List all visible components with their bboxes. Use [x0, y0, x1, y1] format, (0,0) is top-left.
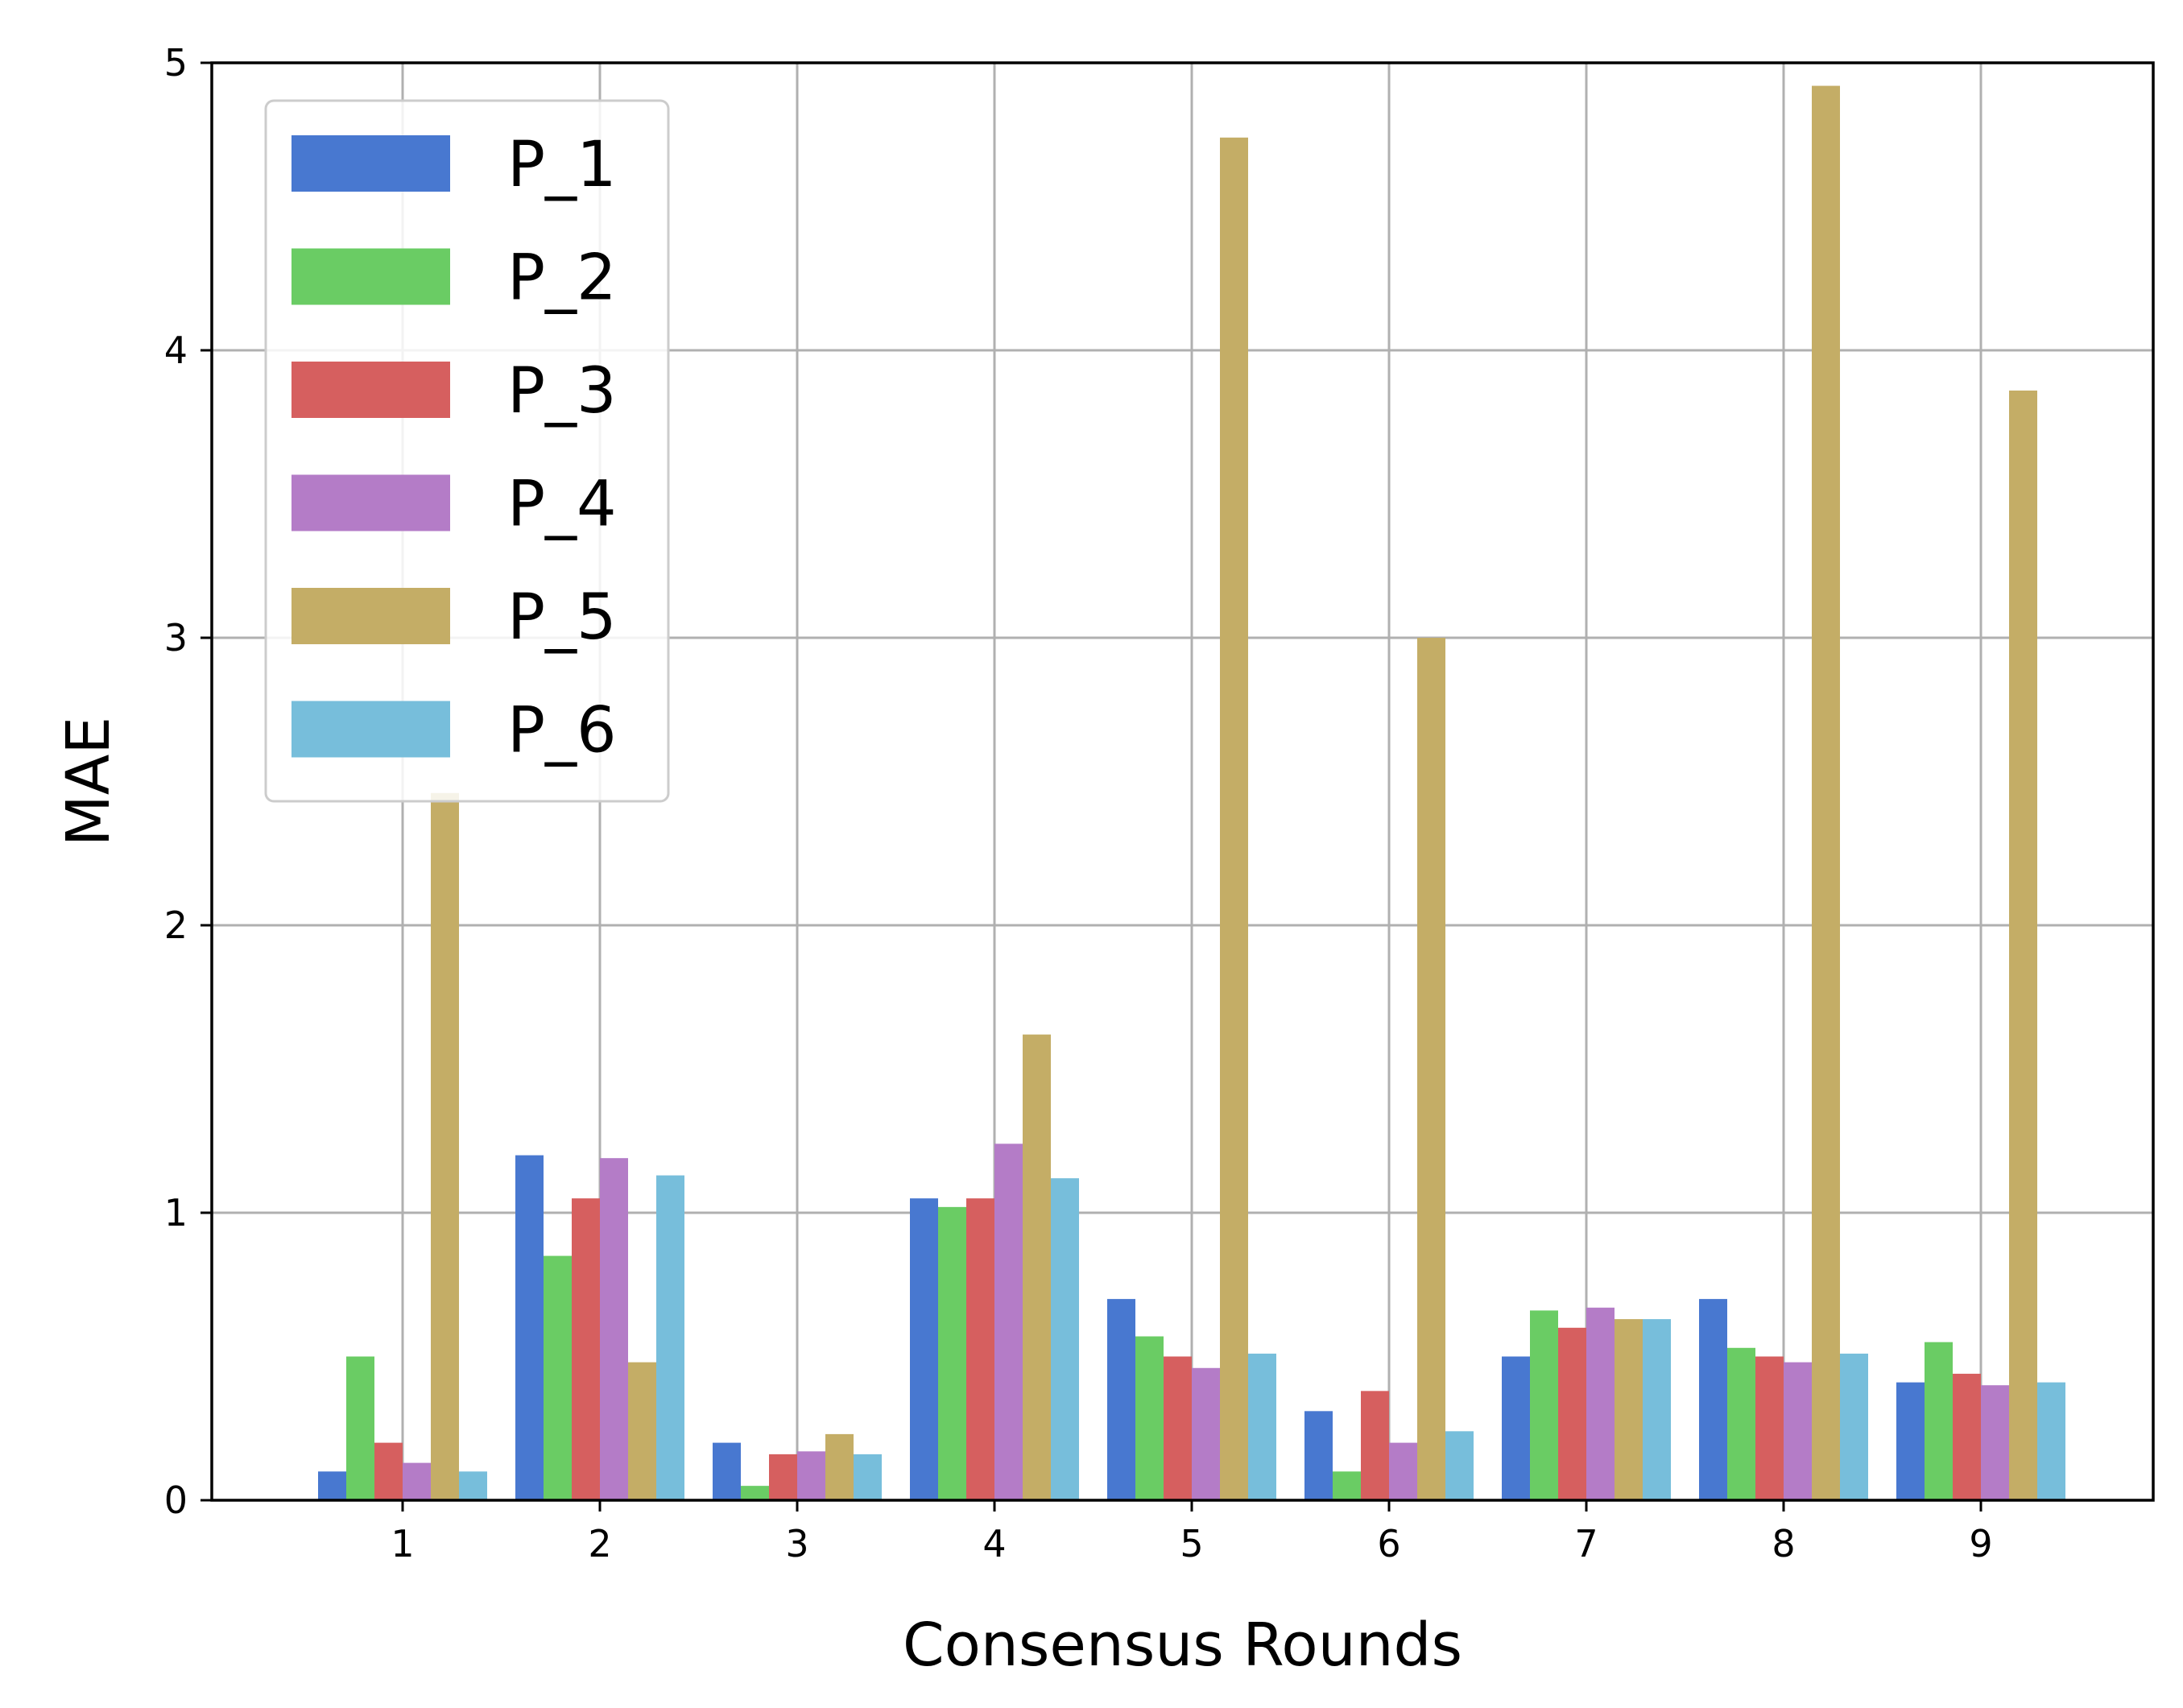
bar-P_3-5: [1164, 1356, 1192, 1500]
bar-P_4-7: [1586, 1307, 1615, 1500]
bars: [318, 85, 2065, 1501]
legend-label-P_6: P_6: [507, 695, 617, 767]
axis-ticks: 1 2 3 4 5 6 7 8 9 0 1 2 3 4 5: [164, 41, 1993, 1565]
legend-swatch-P_4: [291, 474, 450, 531]
bar-P_1-3: [713, 1442, 741, 1500]
bar-P_3-4: [966, 1198, 994, 1500]
bar-P_2-5: [1135, 1336, 1164, 1500]
bar-P_4-3: [797, 1451, 825, 1500]
bar-P_3-9: [1953, 1373, 1981, 1500]
bar-P_1-6: [1304, 1411, 1333, 1500]
bar-P_4-2: [600, 1158, 628, 1500]
bar-P_6-4: [1051, 1178, 1079, 1500]
legend: P_1 P_2 P_3 P_4 P_5 P_6: [264, 99, 670, 803]
bar-P_2-7: [1530, 1310, 1558, 1500]
legend-label-P_1: P_1: [507, 129, 617, 201]
bar-P_5-5: [1220, 137, 1248, 1500]
bar-P_1-8: [1699, 1299, 1727, 1500]
y-tick-label: 1: [164, 1191, 188, 1234]
plot-frame: [210, 61, 2155, 1502]
bar-P_2-6: [1333, 1471, 1361, 1500]
bar-P_3-3: [769, 1454, 797, 1500]
bar-P_3-7: [1558, 1327, 1586, 1500]
legend-swatch-P_5: [291, 588, 450, 644]
bar-P_6-8: [1840, 1353, 1868, 1500]
bar-P_4-6: [1389, 1442, 1417, 1500]
bar-P_2-1: [346, 1356, 374, 1500]
bar-P_1-4: [910, 1198, 938, 1500]
bar-P_6-3: [854, 1454, 882, 1500]
y-tick-label: 4: [164, 329, 188, 372]
bar-P_6-5: [1248, 1353, 1276, 1500]
bar-P_3-8: [1755, 1356, 1784, 1500]
x-tick-label: 1: [391, 1522, 414, 1565]
bar-P_1-9: [1896, 1382, 1925, 1500]
legend-swatch-P_2: [291, 248, 450, 305]
x-tick-label: 8: [1772, 1522, 1795, 1565]
bar-P_5-9: [2009, 390, 2037, 1501]
bar-P_4-9: [1981, 1385, 2009, 1500]
x-tick-label: 3: [785, 1522, 808, 1565]
bar-P_5-7: [1615, 1319, 1643, 1500]
bar-P_3-6: [1361, 1391, 1389, 1500]
legend-label-P_3: P_3: [507, 355, 617, 428]
legend-label-P_5: P_5: [507, 581, 617, 654]
bar-P_2-4: [938, 1206, 966, 1500]
bar-P_4-1: [403, 1462, 431, 1500]
x-tick-label: 5: [1180, 1522, 1203, 1565]
bar-P_1-7: [1502, 1356, 1530, 1500]
bar-P_1-2: [515, 1155, 544, 1500]
bar-P_6-7: [1643, 1319, 1671, 1500]
bar-P_6-2: [656, 1175, 684, 1500]
bar-P_4-4: [994, 1143, 1023, 1500]
x-tick-label: 2: [588, 1522, 611, 1565]
bar-P_4-8: [1784, 1362, 1812, 1500]
bar-P_5-1: [431, 792, 459, 1500]
y-tick-label: 2: [164, 904, 188, 947]
x-tick-label: 4: [982, 1522, 1006, 1565]
bar-P_1-5: [1107, 1299, 1135, 1500]
bar-P_5-8: [1812, 85, 1840, 1500]
bar-P_3-2: [572, 1198, 600, 1500]
y-tick-label: 0: [164, 1478, 188, 1522]
bar-P_5-3: [825, 1433, 854, 1500]
legend-swatch-P_3: [291, 362, 450, 418]
y-axis-label: MAE: [54, 717, 123, 846]
bar-P_1-1: [318, 1471, 346, 1500]
bar-P_2-8: [1727, 1347, 1755, 1500]
legend-label-P_4: P_4: [507, 469, 617, 541]
bar-P_5-6: [1417, 638, 1445, 1500]
x-tick-label: 9: [1969, 1522, 1992, 1565]
legend-swatch-P_6: [291, 701, 450, 758]
bar-P_6-1: [459, 1471, 487, 1500]
x-axis-label: Consensus Rounds: [903, 1611, 1462, 1680]
bar-P_6-6: [1445, 1431, 1474, 1500]
x-tick-label: 6: [1377, 1522, 1400, 1565]
bar-P_2-3: [741, 1486, 769, 1500]
y-tick-label: 3: [164, 616, 188, 660]
x-tick-label: 7: [1574, 1522, 1598, 1565]
bar-P_2-9: [1925, 1342, 1953, 1500]
legend-swatch-P_1: [291, 135, 450, 192]
bar-P_3-1: [374, 1442, 403, 1500]
bar-P_5-4: [1023, 1034, 1051, 1500]
y-tick-label: 5: [164, 41, 188, 85]
bar-P_2-2: [544, 1255, 572, 1500]
legend-label-P_2: P_2: [507, 242, 617, 315]
bar-P_4-5: [1192, 1367, 1220, 1500]
bar-P_6-9: [2037, 1382, 2065, 1500]
bar-P_5-2: [628, 1362, 656, 1500]
